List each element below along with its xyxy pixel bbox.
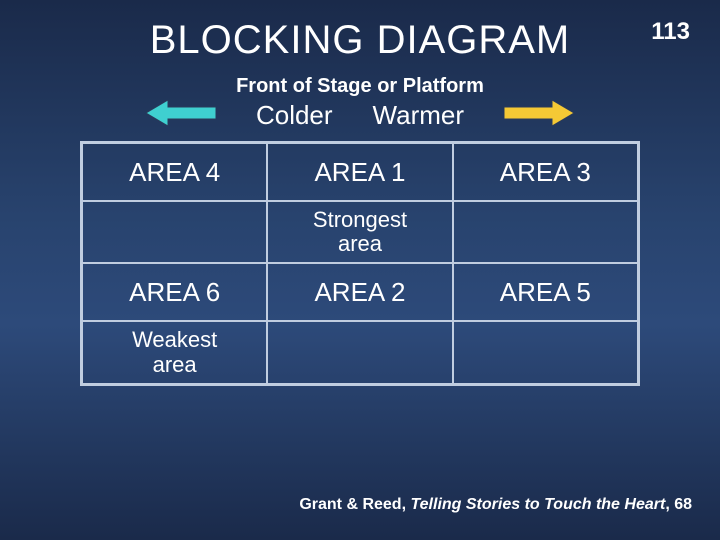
- grid-area-cell: AREA 4: [82, 143, 267, 201]
- grid-note-cell: Strongestarea: [267, 201, 452, 263]
- citation-book: Telling Stories to Touch the Heart: [410, 496, 665, 513]
- page-title: BLOCKING DIAGRAM: [0, 0, 720, 63]
- grid-row: AREA 4AREA 1AREA 3: [82, 143, 638, 201]
- warmer-label: Warmer: [373, 100, 464, 131]
- arrow-left-icon: [146, 100, 216, 131]
- grid-note-cell: [453, 201, 638, 263]
- grid-note-cell: [453, 321, 638, 383]
- grid-note-cell: [267, 321, 452, 383]
- grid-note-cell: Weakestarea: [82, 321, 267, 383]
- grid-area-cell: AREA 6: [82, 263, 267, 321]
- citation: Grant & Reed, Telling Stories to Touch t…: [299, 496, 692, 514]
- temperature-row: Colder Warmer: [0, 100, 720, 131]
- grid-area-cell: AREA 3: [453, 143, 638, 201]
- citation-page: , 68: [665, 496, 692, 513]
- grid-row: AREA 6AREA 2AREA 5: [82, 263, 638, 321]
- page-number: 113: [651, 18, 690, 46]
- grid-note-cell: [82, 201, 267, 263]
- grid-row: Strongestarea: [82, 201, 638, 263]
- citation-authors: Grant & Reed,: [299, 496, 410, 513]
- subtitle: Front of Stage or Platform: [0, 75, 720, 98]
- blocking-grid: AREA 4AREA 1AREA 3StrongestareaAREA 6ARE…: [80, 141, 640, 386]
- grid-area-cell: AREA 5: [453, 263, 638, 321]
- colder-label: Colder: [256, 100, 333, 131]
- grid-area-cell: AREA 1: [267, 143, 452, 201]
- grid-area-cell: AREA 2: [267, 263, 452, 321]
- grid-row: Weakestarea: [82, 321, 638, 383]
- arrow-right-icon: [504, 100, 574, 131]
